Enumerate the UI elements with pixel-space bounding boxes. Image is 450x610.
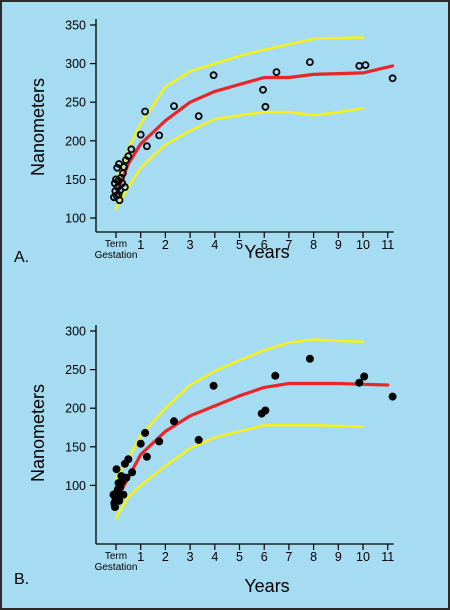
y-tick-label: 100 [65,212,86,226]
y-axis-title: Nanometers [28,78,48,176]
y-tick-label: 250 [65,96,86,110]
x-tick-label: Term [105,239,127,250]
panel-label: B. [14,571,29,588]
x-tick-label: 8 [310,550,317,564]
x-tick-label: 10 [356,238,370,252]
data-point [209,71,218,80]
data-point [124,455,133,464]
data-point [115,196,124,205]
y-tick-label: 250 [65,363,86,377]
data-point [155,437,164,446]
y-tick-label: 200 [65,402,86,416]
x-tick-label: 6 [261,238,268,252]
data-point [361,61,370,69]
data-point [115,496,124,505]
panel-label: A. [14,249,29,266]
x-tick-label: 11 [381,238,394,252]
upper-curve [114,36,365,185]
data-point [355,378,364,387]
panel-a: 100 150 200 250 300 350 Term 1 2 3 4 5 6 7 8 9 10 11 Gesta… [14,19,397,266]
data-point [170,102,178,110]
y-tick-label: 200 [65,134,86,148]
data-point [112,465,121,474]
data-point [388,392,397,401]
data-point [136,130,145,139]
x-tick-label: 5 [236,238,243,252]
mean-curve [114,64,395,197]
data-point [194,112,203,120]
x-axis-title: Years [244,576,289,596]
data-point [111,502,120,511]
data-point [121,183,129,192]
data-point [272,68,281,76]
data-point [261,102,270,111]
x-tick-label: 8 [310,238,317,252]
data-point [128,468,137,477]
data-point [155,131,164,140]
x-tick-label: 3 [187,238,194,252]
data-point [271,371,280,380]
y-axis-title: Nanometers [28,384,48,482]
data-point [305,354,314,363]
lower-curve [114,423,365,520]
x-tick-label: 9 [335,238,342,252]
data-point [388,74,397,83]
x-axis-title: Years [244,242,289,262]
data-point [142,142,151,151]
x-tick-label: 7 [285,238,292,252]
x-origin-sublabel: Gestation [95,562,138,573]
y-tick-label: 350 [65,19,86,33]
data-point [124,152,133,161]
data-point [360,372,369,381]
mean-curve [114,381,390,503]
x-tick-label: 1 [137,550,144,564]
data-point [127,145,136,154]
panel-b: 100 150 200 250 300 Term 1 2 3 4 5 6 7 8 9 10 11 Gestatio… [14,325,397,596]
x-tick-label: 2 [162,550,169,564]
upper-curve [114,338,365,480]
x-tick-label: 3 [187,550,194,564]
data-point [209,381,218,390]
y-tick-label: 150 [65,440,86,454]
x-tick-label: 10 [356,550,370,564]
x-tick-label: 4 [211,550,218,564]
data-point [259,85,267,94]
x-tick-label: 9 [335,550,342,564]
y-tick-label: 150 [65,173,86,187]
data-point [136,439,145,448]
y-tick-label: 100 [65,479,86,493]
data-point [169,417,178,426]
x-tick-label: 7 [285,550,292,564]
x-tick-label: 1 [137,238,144,252]
data-point [122,473,131,482]
data-point [194,435,203,444]
x-tick-label: 4 [211,238,218,252]
x-tick-label: Term [105,551,127,562]
data-point [261,406,270,415]
x-tick-label: 11 [381,550,394,564]
data-point [141,428,150,437]
data-point [119,490,128,499]
data-point [141,107,150,116]
data-point [142,452,151,461]
data-point [120,163,128,171]
x-tick-label: 6 [261,550,268,564]
x-tick-label: 2 [162,238,169,252]
x-origin-sublabel: Gestation [95,250,138,261]
y-tick-label: 300 [65,57,86,71]
y-tick-label: 300 [65,325,86,339]
data-point [305,58,314,66]
x-tick-label: 5 [236,550,243,564]
lower-curve [114,107,365,210]
